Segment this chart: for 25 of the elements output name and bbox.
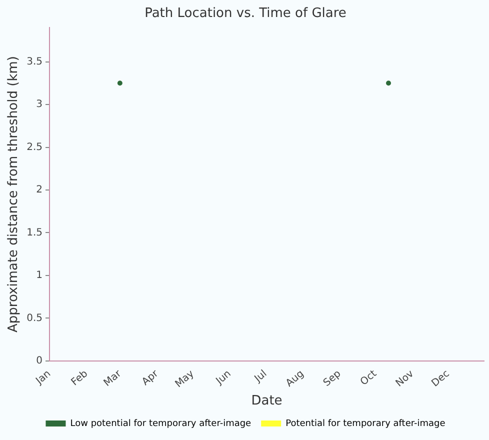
x-axis-title: Date [251,394,282,409]
x-tick-label: Apr [140,368,162,388]
x-tick-label: Dec [430,368,452,390]
legend-label: Potential for temporary after-image [286,418,446,429]
y-tick-label: 1.5 [26,227,43,238]
y-tick-label: 2 [36,184,43,196]
y-tick-label: 2.5 [26,142,43,153]
x-tick-label: Mar [102,368,124,389]
y-tick-label: 3 [36,99,43,110]
y-tick-label: 0 [36,356,43,367]
y-tick-label: 0.5 [26,312,43,324]
x-tick-label: Jan [33,368,54,388]
x-tick-label: Nov [394,368,416,390]
chart-title: Path Location vs. Time of Glare [144,6,346,22]
x-tick-label: Oct [358,368,380,388]
legend-label: Low potential for temporary after-image [70,418,252,429]
x-tick-label: Feb [69,368,90,388]
x-tick-label: May [173,368,196,390]
x-tick-label: Aug [284,368,306,390]
x-tick-label: Jul [252,368,270,386]
y-tick-label: 1 [36,270,43,282]
y-axis-title: Approximate distance from threshold (km) [6,56,22,332]
x-tick-label: Sep [322,368,344,389]
y-tick-label: 3.5 [26,56,43,68]
x-tick-label: Jun [214,368,234,388]
